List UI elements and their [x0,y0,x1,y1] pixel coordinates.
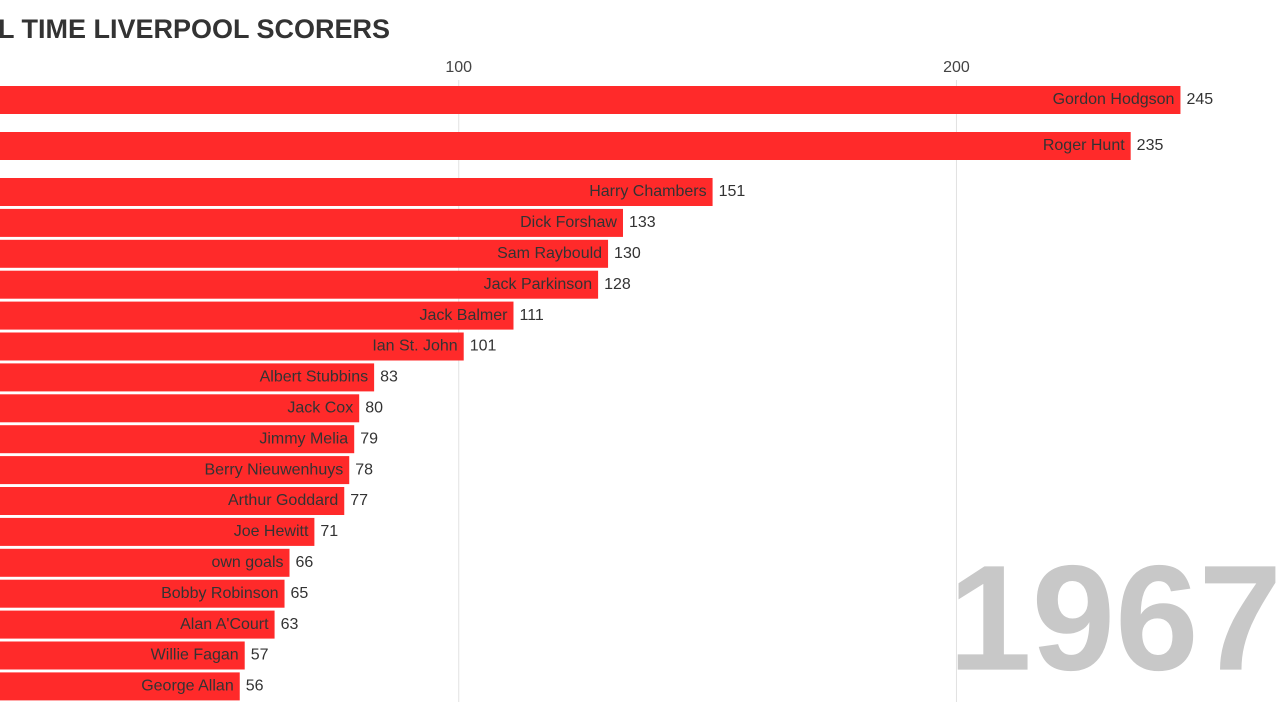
bar-name: Jack Cox [287,400,353,417]
bar-value: 71 [320,523,338,540]
bar-value: 56 [246,678,264,695]
bar-value: 66 [296,554,314,571]
year-label: 1967 [948,534,1280,702]
bar-value: 111 [519,307,543,324]
bar-value: 235 [1137,137,1164,154]
bar [0,610,275,639]
bar [0,270,599,299]
bar [0,332,464,361]
bar-value: 77 [350,492,368,509]
bar-name: Ian St. John [372,338,457,355]
bar [0,425,355,454]
bar [0,363,375,392]
bar [0,456,350,485]
bar-name: Jimmy Melia [259,430,348,447]
bar-value: 128 [604,276,631,293]
bar [0,301,514,330]
bar [0,208,623,237]
bar [0,178,713,206]
bar-name: Bobby Robinson [161,585,278,602]
bar-name: Alan A'Court [180,616,269,633]
bar-value: 101 [470,338,497,355]
bar-name: Dick Forshaw [520,214,617,231]
bar-name: Willie Fagan [151,647,239,664]
bar-name: Albert Stubbins [260,369,369,386]
bar-name: Arthur Goddard [228,492,338,509]
bar [0,239,609,268]
bar-name: Harry Chambers [589,183,706,200]
bar-value: 57 [251,647,269,664]
bar-value: 78 [355,461,373,478]
bar [0,487,345,515]
bar [0,132,1131,160]
bar-name: Joe Hewitt [234,523,309,540]
bar-value: 80 [365,400,383,417]
bar-name: Sam Raybould [497,245,602,262]
bar [0,517,315,546]
bar [0,579,285,608]
bar-name: Roger Hunt [1043,137,1125,154]
bar [0,548,290,577]
bar-name: Berry Nieuwenhuys [204,461,343,478]
bar [0,86,1181,114]
bar-value: 79 [360,430,378,447]
bar-value: 245 [1186,91,1213,108]
bar-name: George Allan [141,678,234,695]
bar [0,672,240,701]
bar [0,394,360,423]
x-tick-label: 100 [445,59,472,76]
bar-value: 65 [291,585,309,602]
bar-value: 151 [719,183,746,200]
bar [0,641,245,670]
bar-name: Gordon Hodgson [1053,91,1175,108]
bar-name: Jack Balmer [419,307,508,324]
bar-value: 130 [614,245,641,262]
bar-name: Jack Parkinson [484,276,593,293]
bar-value: 83 [380,369,398,386]
bar-value: 133 [629,214,656,231]
x-tick-label: 200 [943,59,970,76]
chart-title: L TIME LIVERPOOL SCORERS [0,14,390,44]
bar-value: 63 [281,616,299,633]
bar-name: own goals [211,554,283,571]
